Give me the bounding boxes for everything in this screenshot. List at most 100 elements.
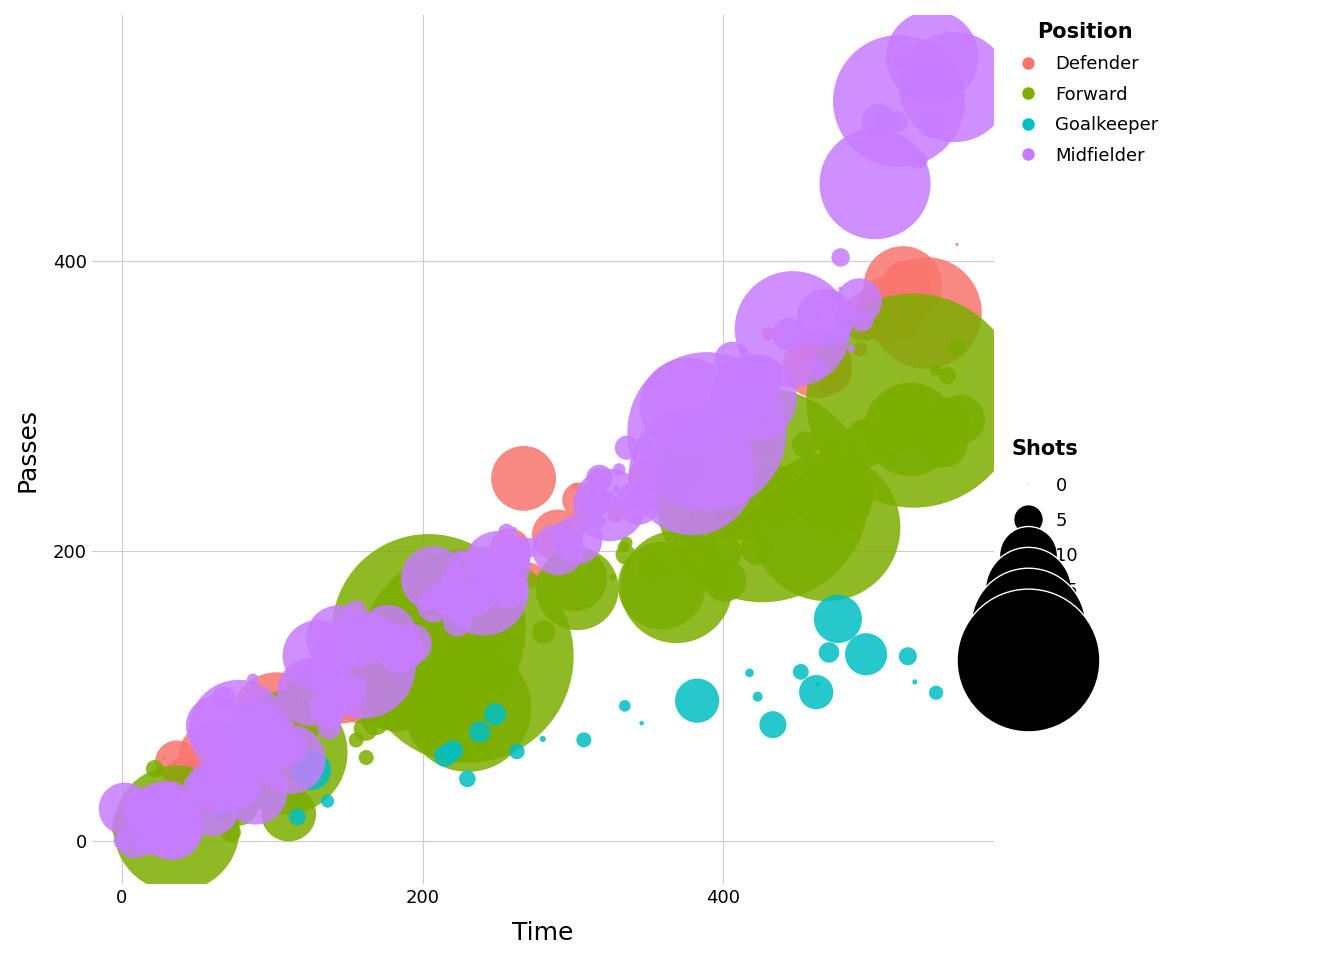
Point [254,732,276,748]
Point [778,326,800,342]
Point [210,803,231,818]
Point [890,55,911,70]
Point [946,340,968,355]
Point [317,699,339,714]
Point [864,176,886,191]
Point [276,714,297,730]
Point [909,153,930,168]
Point [228,722,250,737]
Point [559,517,581,533]
Point [609,462,630,477]
Point [200,788,222,804]
Point [887,114,909,130]
Point [465,589,487,605]
Point [297,682,319,697]
Point [591,494,613,510]
Point [921,116,942,132]
Point [125,833,146,849]
Point [827,612,848,627]
Point [203,764,224,780]
Point [743,390,765,405]
Point [660,415,681,430]
Point [415,602,437,617]
Point [792,494,813,510]
Point [159,794,180,809]
Point [613,540,634,555]
Point [202,802,223,817]
Point [390,641,411,657]
Point [267,791,289,806]
Point [926,685,948,701]
Point [794,437,816,452]
Point [402,653,423,668]
Point [323,724,344,739]
Point [821,366,843,381]
Point [233,761,254,777]
Point [398,719,419,734]
Point [159,818,180,833]
Point [547,541,569,557]
Point [606,481,628,496]
Point [841,341,863,356]
Point [896,649,918,664]
Point [223,775,245,790]
Point [503,566,524,582]
Point [868,113,890,129]
Point [319,658,340,673]
Point [266,709,288,725]
Point [312,692,333,708]
Point [190,796,211,811]
Point [892,423,914,439]
Point [751,488,773,503]
Point [650,578,672,593]
Point [121,833,142,849]
Point [571,521,593,537]
Point [739,665,761,681]
Point [276,745,297,760]
Point [355,677,376,692]
Point [300,684,321,700]
Point [434,748,456,763]
Point [695,559,716,574]
Point [222,750,243,765]
Point [190,812,211,828]
Point [753,436,774,451]
Point [564,478,586,493]
Point [355,750,376,765]
Point [472,598,493,613]
Point [457,640,478,656]
Point [344,667,366,683]
Point [763,489,785,504]
Point [126,806,148,822]
Point [894,403,915,419]
Point [321,676,343,691]
Point [388,669,410,684]
Point [567,581,589,596]
Point [614,547,636,563]
Point [937,412,958,427]
Point [289,692,310,708]
Point [333,646,355,661]
Point [433,589,454,605]
Point [710,498,731,514]
Point [148,830,169,846]
Point [818,645,840,660]
Point [634,469,656,485]
Point [449,584,470,599]
Point [829,281,851,297]
Point [281,752,302,767]
Point [794,341,816,356]
Point [727,509,749,524]
Point [446,613,468,629]
Point [153,751,175,766]
Point [925,362,946,377]
Point [344,605,366,620]
Point [949,412,970,427]
Point [747,689,769,705]
Point [351,674,372,689]
Point [706,410,727,425]
Point [292,688,313,704]
Point [437,643,458,659]
Point [933,436,954,451]
Point [581,508,602,523]
